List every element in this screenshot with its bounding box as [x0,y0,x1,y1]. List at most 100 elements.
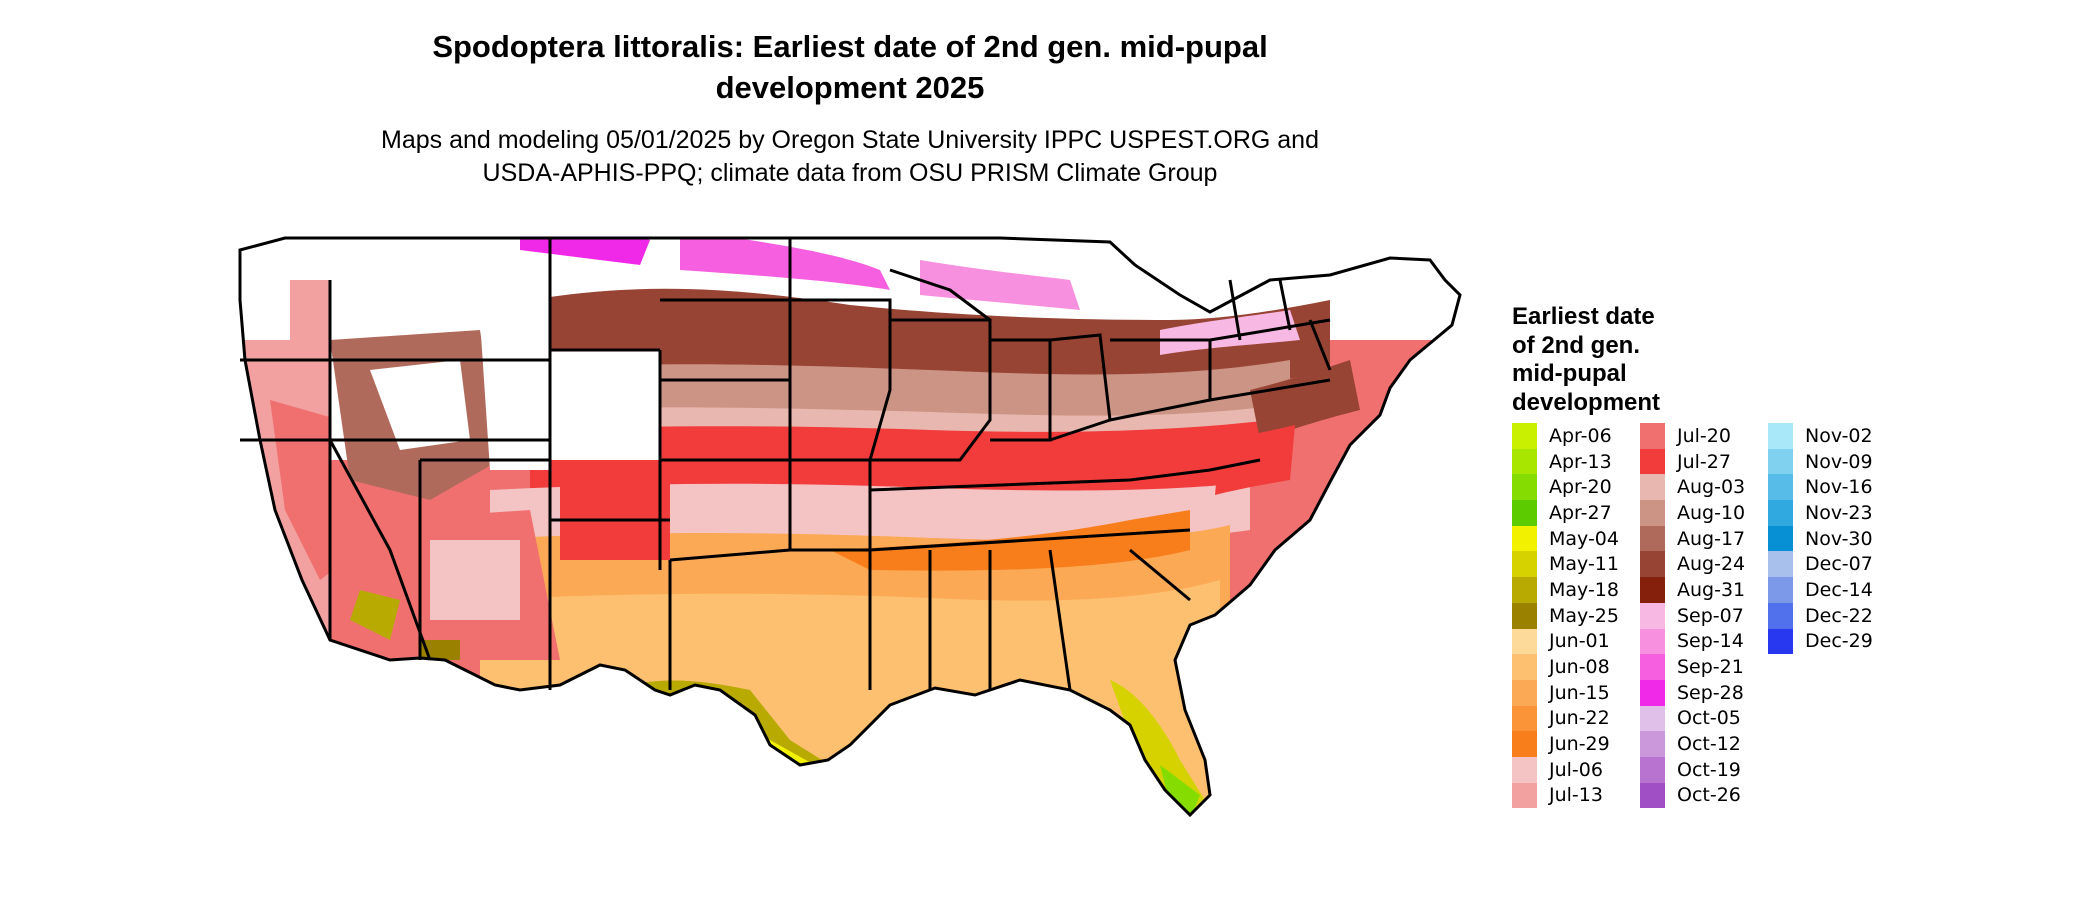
legend-swatch [1512,448,1537,475]
legend-item: Sep-14 [1640,628,1770,655]
legend-label: Apr-20 [1549,476,1612,499]
legend-item: Apr-13 [1512,448,1642,475]
legend-swatch [1768,474,1793,501]
legend-swatch [1512,551,1537,578]
legend-item: Jul-06 [1512,756,1642,783]
legend-item: Aug-03 [1640,474,1770,501]
legend-column-2: Jul-20 Jul-27 Aug-03 Aug-10 Aug-17 Aug-24 Aug-… [1640,423,1770,809]
title-line-1: Spodoptera littoralis: Earliest date of … [432,29,1268,64]
legend-swatch [1640,551,1665,578]
legend-swatch [1768,628,1793,655]
legend-swatch [1640,577,1665,603]
legend-label: Dec-07 [1805,553,1873,576]
legend-label: Aug-10 [1677,501,1746,524]
legend-swatch [1512,756,1537,783]
legend-swatch [1640,423,1665,449]
legend-label: Nov-23 [1805,501,1873,524]
legend-swatch [1768,577,1793,603]
legend-label: Dec-22 [1805,604,1873,627]
legend-item: Nov-30 [1768,525,1898,552]
legend-item: May-18 [1512,577,1642,603]
legend-label: Dec-14 [1805,578,1873,601]
legend-swatch [1512,602,1537,629]
legend-swatch [1768,602,1793,629]
legend-swatch [1512,679,1537,706]
legend-item: Aug-31 [1640,577,1770,603]
legend-swatch [1768,448,1793,475]
legend-label: Oct-19 [1677,758,1741,781]
legend-item: Oct-05 [1640,705,1770,732]
legend-item: Aug-24 [1640,551,1770,578]
legend-label: Jul-06 [1549,758,1603,781]
legend-item: Sep-28 [1640,679,1770,706]
legend-label: Nov-16 [1805,476,1873,499]
legend-label: Aug-17 [1677,527,1746,550]
legend-item: Jun-15 [1512,679,1642,706]
legend-item: Jun-08 [1512,654,1642,680]
legend-swatch [1768,551,1793,578]
legend-title-line: Earliest date [1512,303,1655,330]
legend-label: Oct-05 [1677,707,1741,730]
legend-item: Dec-14 [1768,577,1898,603]
legend-label: May-18 [1549,578,1619,601]
legend-label: Sep-21 [1677,656,1744,679]
legend-label: Jul-20 [1677,424,1731,447]
legend-swatch [1640,602,1665,629]
legend-item: Dec-29 [1768,628,1898,655]
legend-item: Sep-21 [1640,654,1770,680]
legend-label: Jun-01 [1549,630,1610,653]
legend-item: Dec-22 [1768,602,1898,629]
legend-swatch [1768,423,1793,449]
legend-item: Apr-20 [1512,474,1642,501]
legend-label: Nov-09 [1805,450,1873,473]
legend-label: Jun-22 [1549,707,1610,730]
legend-item: Oct-19 [1640,756,1770,783]
legend-swatch [1512,654,1537,680]
legend-column-3: Nov-02 Nov-09 Nov-16 Nov-23 Nov-30 Dec-07 Dec-… [1768,423,1898,655]
legend-swatch [1640,782,1665,809]
legend-label: Aug-03 [1677,476,1746,499]
legend-label: Jun-08 [1549,656,1610,679]
map-subtitle: Maps and modeling 05/01/2025 by Oregon S… [260,124,1440,190]
legend-swatch [1640,448,1665,475]
legend-item: Oct-26 [1640,782,1770,809]
choropleth-layer [240,238,1460,815]
subtitle-line-1: Maps and modeling 05/01/2025 by Oregon S… [381,126,1319,154]
legend-label: Jun-15 [1549,681,1610,704]
legend-item: Nov-23 [1768,500,1898,526]
legend-column-1: Apr-06 Apr-13 Apr-20 Apr-27 May-04 May-11 May-… [1512,423,1642,809]
title-line-2: development 2025 [715,70,985,105]
legend-swatch [1512,500,1537,526]
legend-label: Sep-28 [1677,681,1744,704]
legend-swatch [1512,525,1537,552]
legend-swatch [1640,654,1665,680]
legend-item: May-11 [1512,551,1642,578]
legend-label: May-25 [1549,604,1619,627]
legend-swatch [1640,628,1665,655]
legend-item: Aug-10 [1640,500,1770,526]
legend-item: Oct-12 [1640,731,1770,757]
legend-item: Sep-07 [1640,602,1770,629]
legend-swatch [1640,500,1665,526]
legend-label: Apr-06 [1549,424,1612,447]
legend-item: Jun-22 [1512,705,1642,732]
legend-item: Nov-16 [1768,474,1898,501]
state-borders [238,236,1462,817]
map-title: Spodoptera littoralis: Earliest date of … [260,26,1440,108]
legend-label: May-04 [1549,527,1619,550]
legend-swatch [1512,577,1537,603]
legend-item: Jun-29 [1512,731,1642,757]
legend-swatch [1768,500,1793,526]
legend-swatch [1512,423,1537,449]
legend-label: Aug-24 [1677,553,1746,576]
legend-item: Nov-09 [1768,448,1898,475]
legend-item: Jun-01 [1512,628,1642,655]
legend-swatch [1512,782,1537,809]
legend-label: Nov-02 [1805,424,1873,447]
legend-label: Apr-27 [1549,501,1612,524]
legend-item: May-25 [1512,602,1642,629]
legend-title: Earliest date of 2nd gen. mid-pupal deve… [1512,303,1752,417]
legend-title-line: development [1512,388,1661,416]
us-map [230,220,1530,900]
legend-label: Oct-26 [1677,784,1741,807]
